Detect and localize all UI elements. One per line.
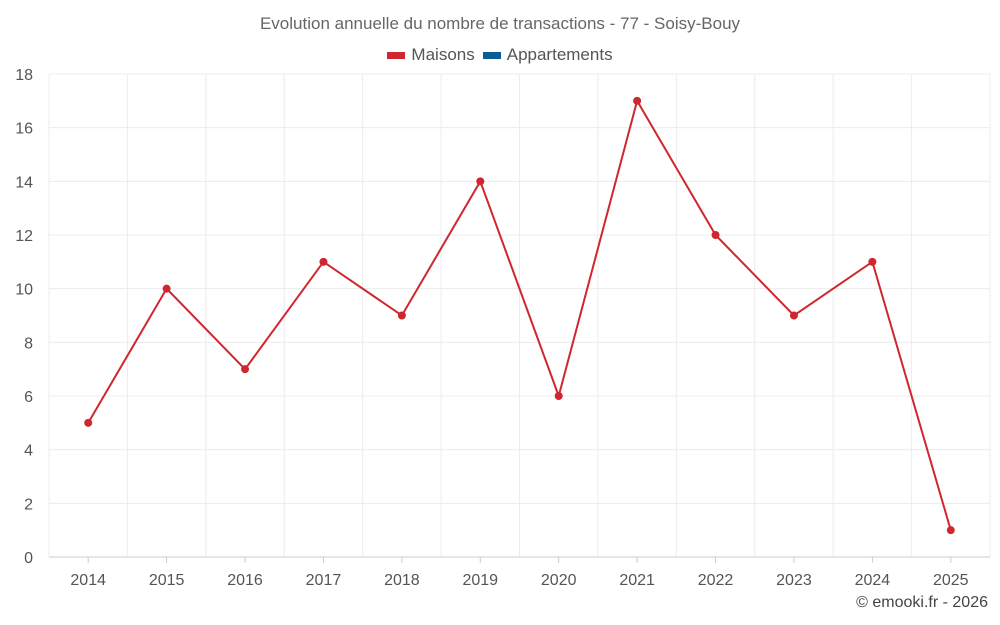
legend-item-maisons[interactable]: Maisons [387,45,475,65]
y-tick-label: 8 [24,335,33,352]
y-tick-label: 12 [15,228,33,245]
y-tick-label: 4 [24,443,33,460]
x-tick-label: 2022 [698,572,734,589]
data-point-2014 [84,418,93,427]
chart-title: Evolution annuelle du nombre de transact… [259,14,741,33]
x-tick-label: 2025 [933,572,969,589]
data-point-2016 [241,365,250,374]
x-tick-label: 2021 [619,572,655,589]
data-point-2023 [789,311,798,320]
data-point-2017 [319,257,328,266]
data-point-2024 [868,257,877,266]
x-tick-label: 2024 [855,572,891,589]
data-point-2021 [633,96,642,105]
legend-swatch-maisons [387,51,406,59]
x-tick-label: 2023 [776,572,812,589]
y-tick-label: 16 [15,121,33,138]
data-point-2022 [711,231,720,239]
x-tick-label: 2016 [227,572,263,589]
x-tick-label: 2020 [541,572,577,589]
x-tick-label: 2018 [384,572,420,589]
x-tick-label: 2015 [149,572,185,589]
data-point-2015 [162,284,171,293]
data-point-2020 [554,392,563,400]
legend-label-maisons: Maisons [411,45,475,64]
y-tick-label: 18 [15,67,33,84]
credit-text: © emooki.fr - 2026 [856,594,988,611]
legend-label-appartements: Appartements [506,45,613,64]
series-line-maisons [87,98,952,531]
x-tick-label: 2019 [462,572,498,589]
data-point-2019 [476,177,485,186]
x-tick-label: 2017 [306,572,342,589]
y-tick-label: 0 [24,550,33,567]
legend-swatch-appartements [482,51,501,59]
legend-item-appartements[interactable]: Appartements [482,45,613,65]
y-tick-label: 2 [24,496,33,513]
x-tick-label: 2014 [70,572,106,589]
y-tick-label: 14 [15,174,33,191]
data-point-2025 [946,526,955,535]
data-point-2018 [397,311,406,320]
y-tick-label: 10 [15,282,33,299]
y-tick-label: 6 [24,389,33,406]
legend: Maisons Appartements [0,45,1000,65]
